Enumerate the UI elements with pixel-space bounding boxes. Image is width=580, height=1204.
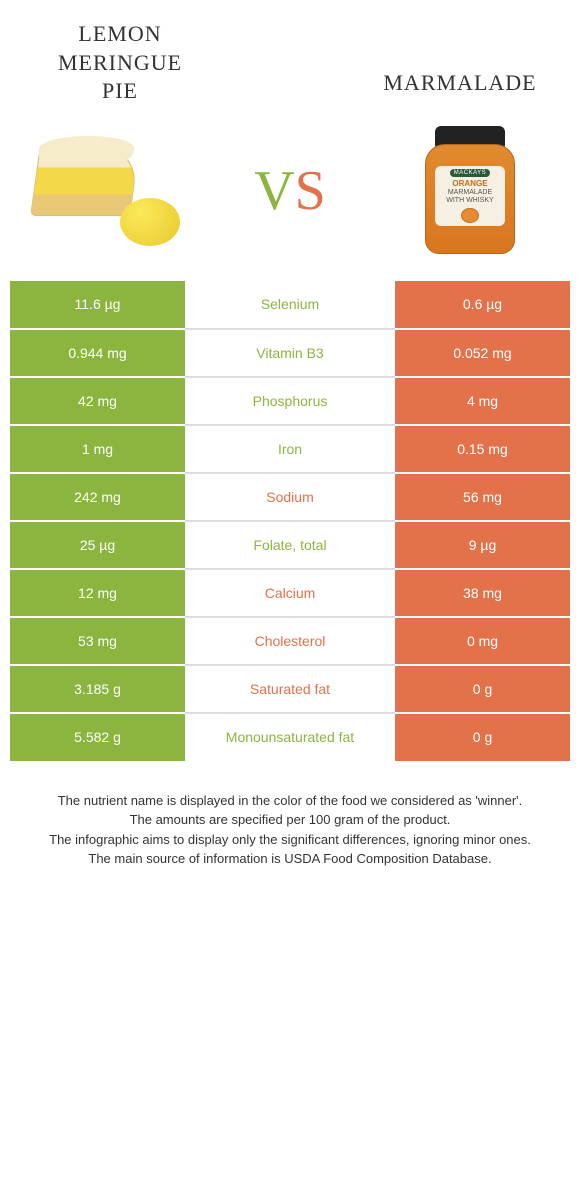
jar-line1: ORANGE bbox=[452, 180, 487, 189]
value-left: 11.6 µg bbox=[10, 281, 185, 329]
nutrient-label: Cholesterol bbox=[185, 617, 395, 665]
footer-notes: The nutrient name is displayed in the co… bbox=[10, 761, 570, 879]
food-right-title: Marmalade bbox=[360, 69, 560, 98]
nutrient-label: Monounsaturated fat bbox=[185, 713, 395, 761]
value-left: 0.944 mg bbox=[10, 329, 185, 377]
nutrient-label: Iron bbox=[185, 425, 395, 473]
value-right: 0.15 mg bbox=[395, 425, 570, 473]
table-row: 3.185 gSaturated fat0 g bbox=[10, 665, 570, 713]
images-row: VS MACKAYS ORANGE MARMALADE WITH WHISKY bbox=[10, 106, 570, 281]
food-left-title-box: Lemon meringue pie bbox=[20, 20, 220, 106]
table-row: 11.6 µgSelenium0.6 µg bbox=[10, 281, 570, 329]
vs-v: V bbox=[254, 160, 294, 222]
jar-line3: WITH WHISKY bbox=[446, 197, 493, 205]
nutrient-label: Sodium bbox=[185, 473, 395, 521]
food-right-image: MACKAYS ORANGE MARMALADE WITH WHISKY bbox=[390, 121, 550, 261]
value-right: 4 mg bbox=[395, 377, 570, 425]
value-right: 56 mg bbox=[395, 473, 570, 521]
table-row: 1 mgIron0.15 mg bbox=[10, 425, 570, 473]
value-left: 5.582 g bbox=[10, 713, 185, 761]
table-row: 25 µgFolate, total9 µg bbox=[10, 521, 570, 569]
header: Lemon meringue pie Marmalade bbox=[10, 10, 570, 106]
value-left: 1 mg bbox=[10, 425, 185, 473]
nutrient-table: 11.6 µgSelenium0.6 µg0.944 mgVitamin B30… bbox=[10, 281, 570, 761]
nutrient-label: Calcium bbox=[185, 569, 395, 617]
table-row: 42 mgPhosphorus4 mg bbox=[10, 377, 570, 425]
footer-line-3: The infographic aims to display only the… bbox=[25, 830, 555, 850]
table-row: 0.944 mgVitamin B30.052 mg bbox=[10, 329, 570, 377]
table-row: 242 mgSodium56 mg bbox=[10, 473, 570, 521]
jar-line2: MARMALADE bbox=[448, 189, 492, 197]
value-left: 3.185 g bbox=[10, 665, 185, 713]
footer-line-2: The amounts are specified per 100 gram o… bbox=[25, 810, 555, 830]
value-right: 0 g bbox=[395, 665, 570, 713]
nutrient-label: Saturated fat bbox=[185, 665, 395, 713]
footer-line-1: The nutrient name is displayed in the co… bbox=[25, 791, 555, 811]
nutrient-label: Phosphorus bbox=[185, 377, 395, 425]
value-right: 9 µg bbox=[395, 521, 570, 569]
value-left: 53 mg bbox=[10, 617, 185, 665]
vs-s: S bbox=[295, 160, 326, 222]
footer-line-4: The main source of information is USDA F… bbox=[25, 849, 555, 869]
value-left: 42 mg bbox=[10, 377, 185, 425]
nutrient-label: Selenium bbox=[185, 281, 395, 329]
nutrient-label: Vitamin B3 bbox=[185, 329, 395, 377]
food-right-title-box: Marmalade bbox=[360, 29, 560, 98]
value-left: 25 µg bbox=[10, 521, 185, 569]
value-left: 12 mg bbox=[10, 569, 185, 617]
jar-brand: MACKAYS bbox=[450, 169, 490, 178]
value-left: 242 mg bbox=[10, 473, 185, 521]
value-right: 0.6 µg bbox=[395, 281, 570, 329]
value-right: 0 g bbox=[395, 713, 570, 761]
nutrient-label: Folate, total bbox=[185, 521, 395, 569]
food-left-image bbox=[30, 121, 190, 261]
table-row: 53 mgCholesterol0 mg bbox=[10, 617, 570, 665]
value-right: 38 mg bbox=[395, 569, 570, 617]
value-right: 0.052 mg bbox=[395, 329, 570, 377]
food-left-title: Lemon meringue pie bbox=[20, 20, 220, 106]
table-row: 5.582 gMonounsaturated fat0 g bbox=[10, 713, 570, 761]
value-right: 0 mg bbox=[395, 617, 570, 665]
vs-label: VS bbox=[254, 159, 326, 223]
table-row: 12 mgCalcium38 mg bbox=[10, 569, 570, 617]
